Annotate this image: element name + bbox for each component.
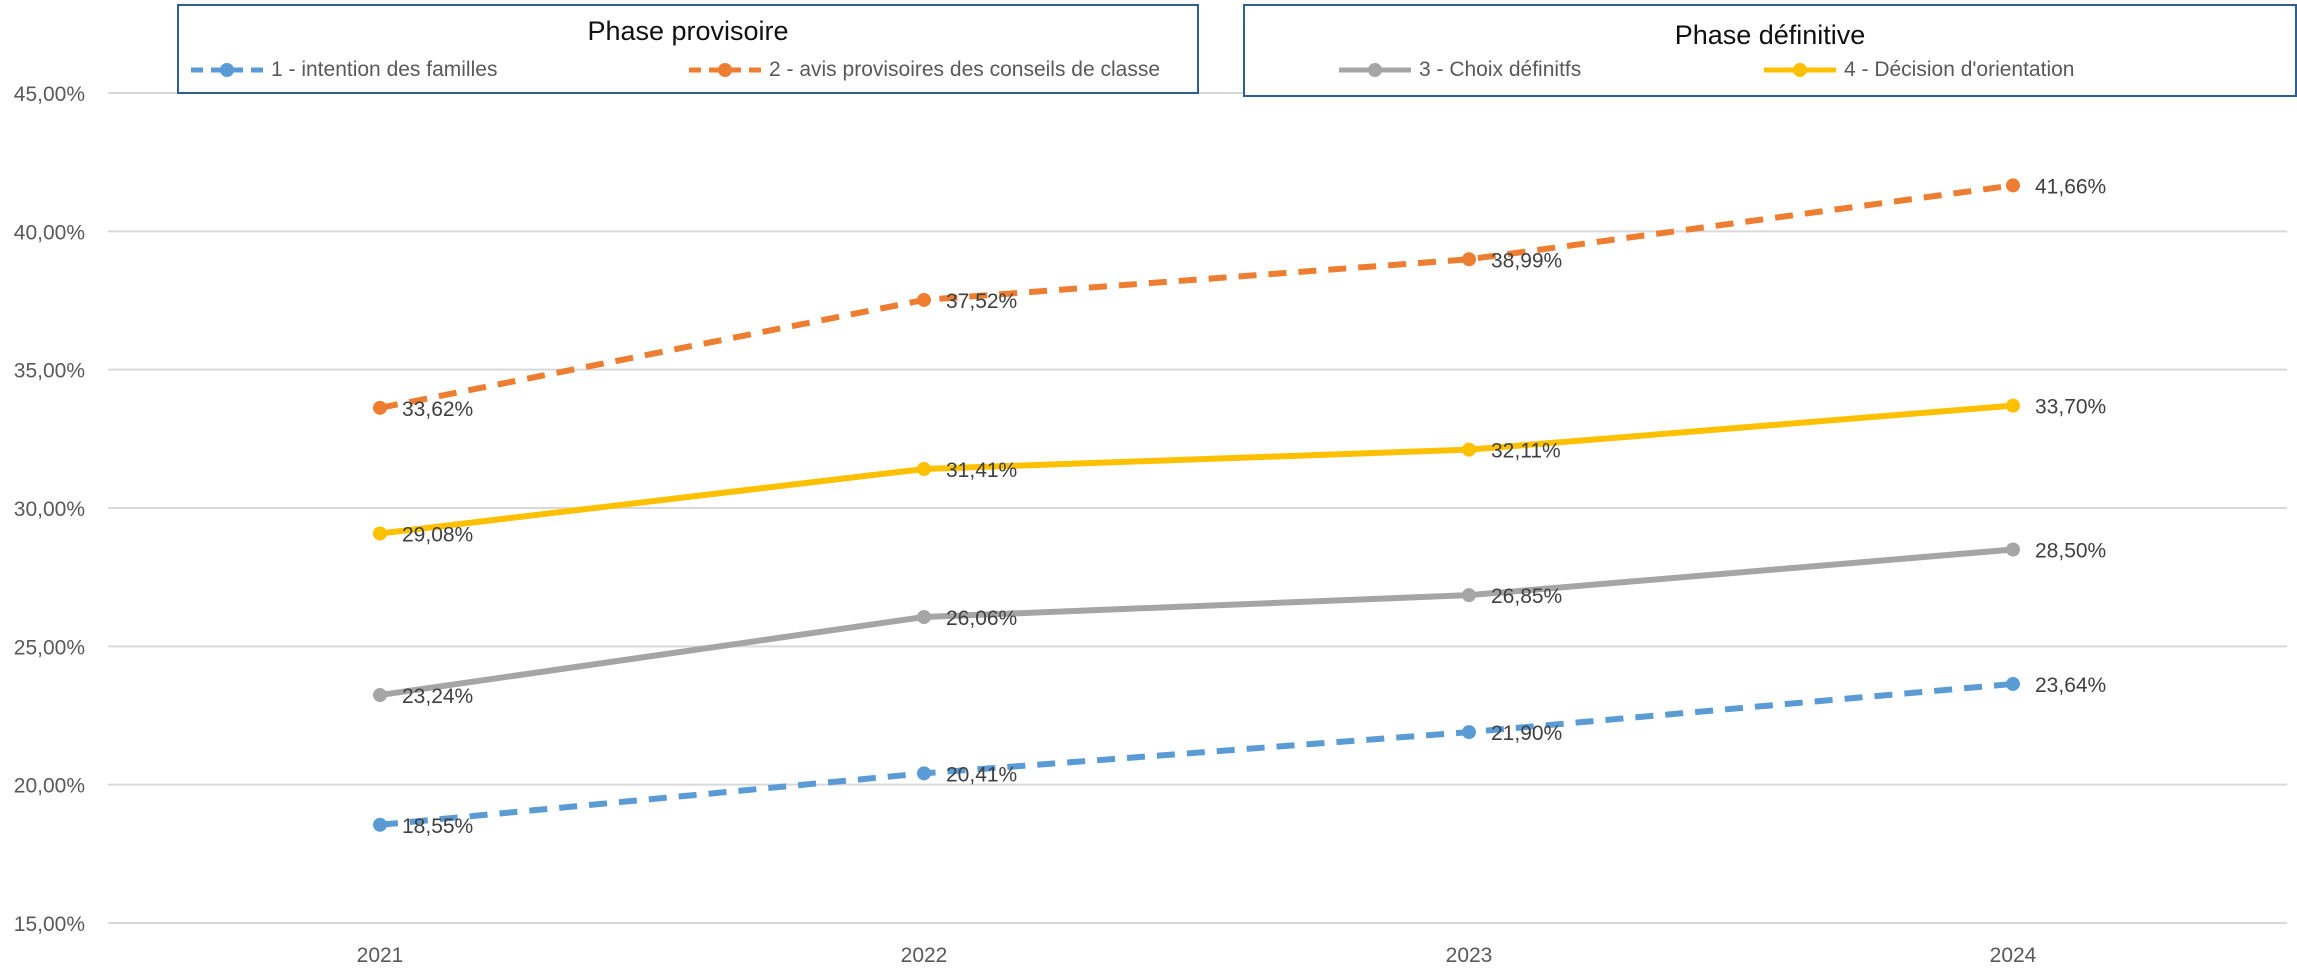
data-point bbox=[2006, 398, 2020, 413]
y-tick-label: 35,00% bbox=[14, 360, 85, 383]
data-label: 23,24% bbox=[402, 685, 473, 708]
series-line-3 bbox=[379, 546, 2014, 698]
data-label: 20,41% bbox=[946, 763, 1017, 786]
data-label: 23,64% bbox=[2035, 674, 2106, 697]
data-point bbox=[2006, 178, 2020, 193]
data-point bbox=[373, 817, 387, 832]
legend-label-series-1: 1 - intention des familles bbox=[271, 58, 498, 81]
data-label: 18,55% bbox=[402, 815, 473, 838]
legend-label-series-3: 3 - Choix définitfs bbox=[1419, 58, 1582, 81]
x-tick-label: 2023 bbox=[1446, 944, 1493, 967]
data-point bbox=[2006, 676, 2020, 691]
data-point bbox=[917, 292, 931, 307]
data-label: 26,85% bbox=[1491, 585, 1562, 608]
data-label: 31,41% bbox=[946, 459, 1017, 482]
data-label: 33,70% bbox=[2035, 396, 2106, 419]
legend-item-series-3: 3 - Choix définitfs bbox=[1337, 58, 1581, 82]
data-point bbox=[917, 766, 931, 781]
legend-item-series-2: 2 - avis provisoires des conseils de cla… bbox=[687, 58, 1160, 82]
data-point bbox=[1462, 725, 1476, 740]
legend-item-series-1: 1 - intention des familles bbox=[189, 58, 497, 82]
legend-label-series-2: 2 - avis provisoires des conseils de cla… bbox=[769, 58, 1161, 81]
series-line-1 bbox=[379, 680, 2014, 828]
x-tick-label: 2022 bbox=[901, 944, 948, 967]
data-label: 28,50% bbox=[2035, 540, 2106, 563]
data-point bbox=[373, 400, 387, 415]
data-point bbox=[917, 610, 931, 625]
data-label: 21,90% bbox=[1491, 722, 1562, 745]
legend-label-series-4: 4 - Décision d'orientation bbox=[1844, 58, 2075, 81]
data-point bbox=[1462, 588, 1476, 603]
y-tick-label: 25,00% bbox=[14, 636, 85, 659]
y-tick-label: 20,00% bbox=[14, 775, 85, 798]
legend-swatch-dashed-orange bbox=[689, 63, 761, 77]
data-point bbox=[1462, 442, 1476, 457]
legend-title-definitive: Phase définitive bbox=[1674, 20, 1866, 50]
data-label: 38,99% bbox=[1491, 249, 1562, 272]
series-line-4 bbox=[379, 402, 2014, 537]
series-line-2 bbox=[379, 182, 2014, 411]
data-label: 29,08% bbox=[402, 523, 473, 546]
data-point bbox=[373, 526, 387, 541]
legend-phase-provisoire: Phase provisoire 1 - intention des famil… bbox=[177, 4, 1199, 94]
data-label: 37,52% bbox=[946, 290, 1017, 313]
legend-swatch-dashed-blue bbox=[191, 63, 263, 77]
legend-swatch-solid-gray bbox=[1339, 63, 1411, 77]
y-tick-label: 40,00% bbox=[14, 221, 85, 244]
data-label: 26,06% bbox=[946, 607, 1017, 630]
data-point bbox=[1462, 252, 1476, 267]
legend-title-provisoire: Phase provisoire bbox=[587, 16, 789, 46]
y-tick-label: 30,00% bbox=[14, 498, 85, 521]
data-label: 41,66% bbox=[2035, 175, 2106, 198]
data-label: 32,11% bbox=[1491, 440, 1561, 463]
x-tick-label: 2024 bbox=[1990, 944, 2037, 967]
data-label: 33,62% bbox=[402, 398, 473, 421]
data-point bbox=[2006, 542, 2020, 557]
y-tick-label: 15,00% bbox=[14, 913, 85, 936]
legend-item-series-4: 4 - Décision d'orientation bbox=[1762, 58, 2074, 82]
y-tick-label: 45,00% bbox=[14, 83, 85, 106]
data-point bbox=[917, 461, 931, 476]
legend-swatch-solid-yellow bbox=[1764, 63, 1836, 77]
legend-phase-definitive: Phase définitive 3 - Choix définitfs 4 -… bbox=[1243, 4, 2297, 97]
x-tick-label: 2021 bbox=[357, 944, 404, 967]
data-point bbox=[373, 688, 387, 703]
